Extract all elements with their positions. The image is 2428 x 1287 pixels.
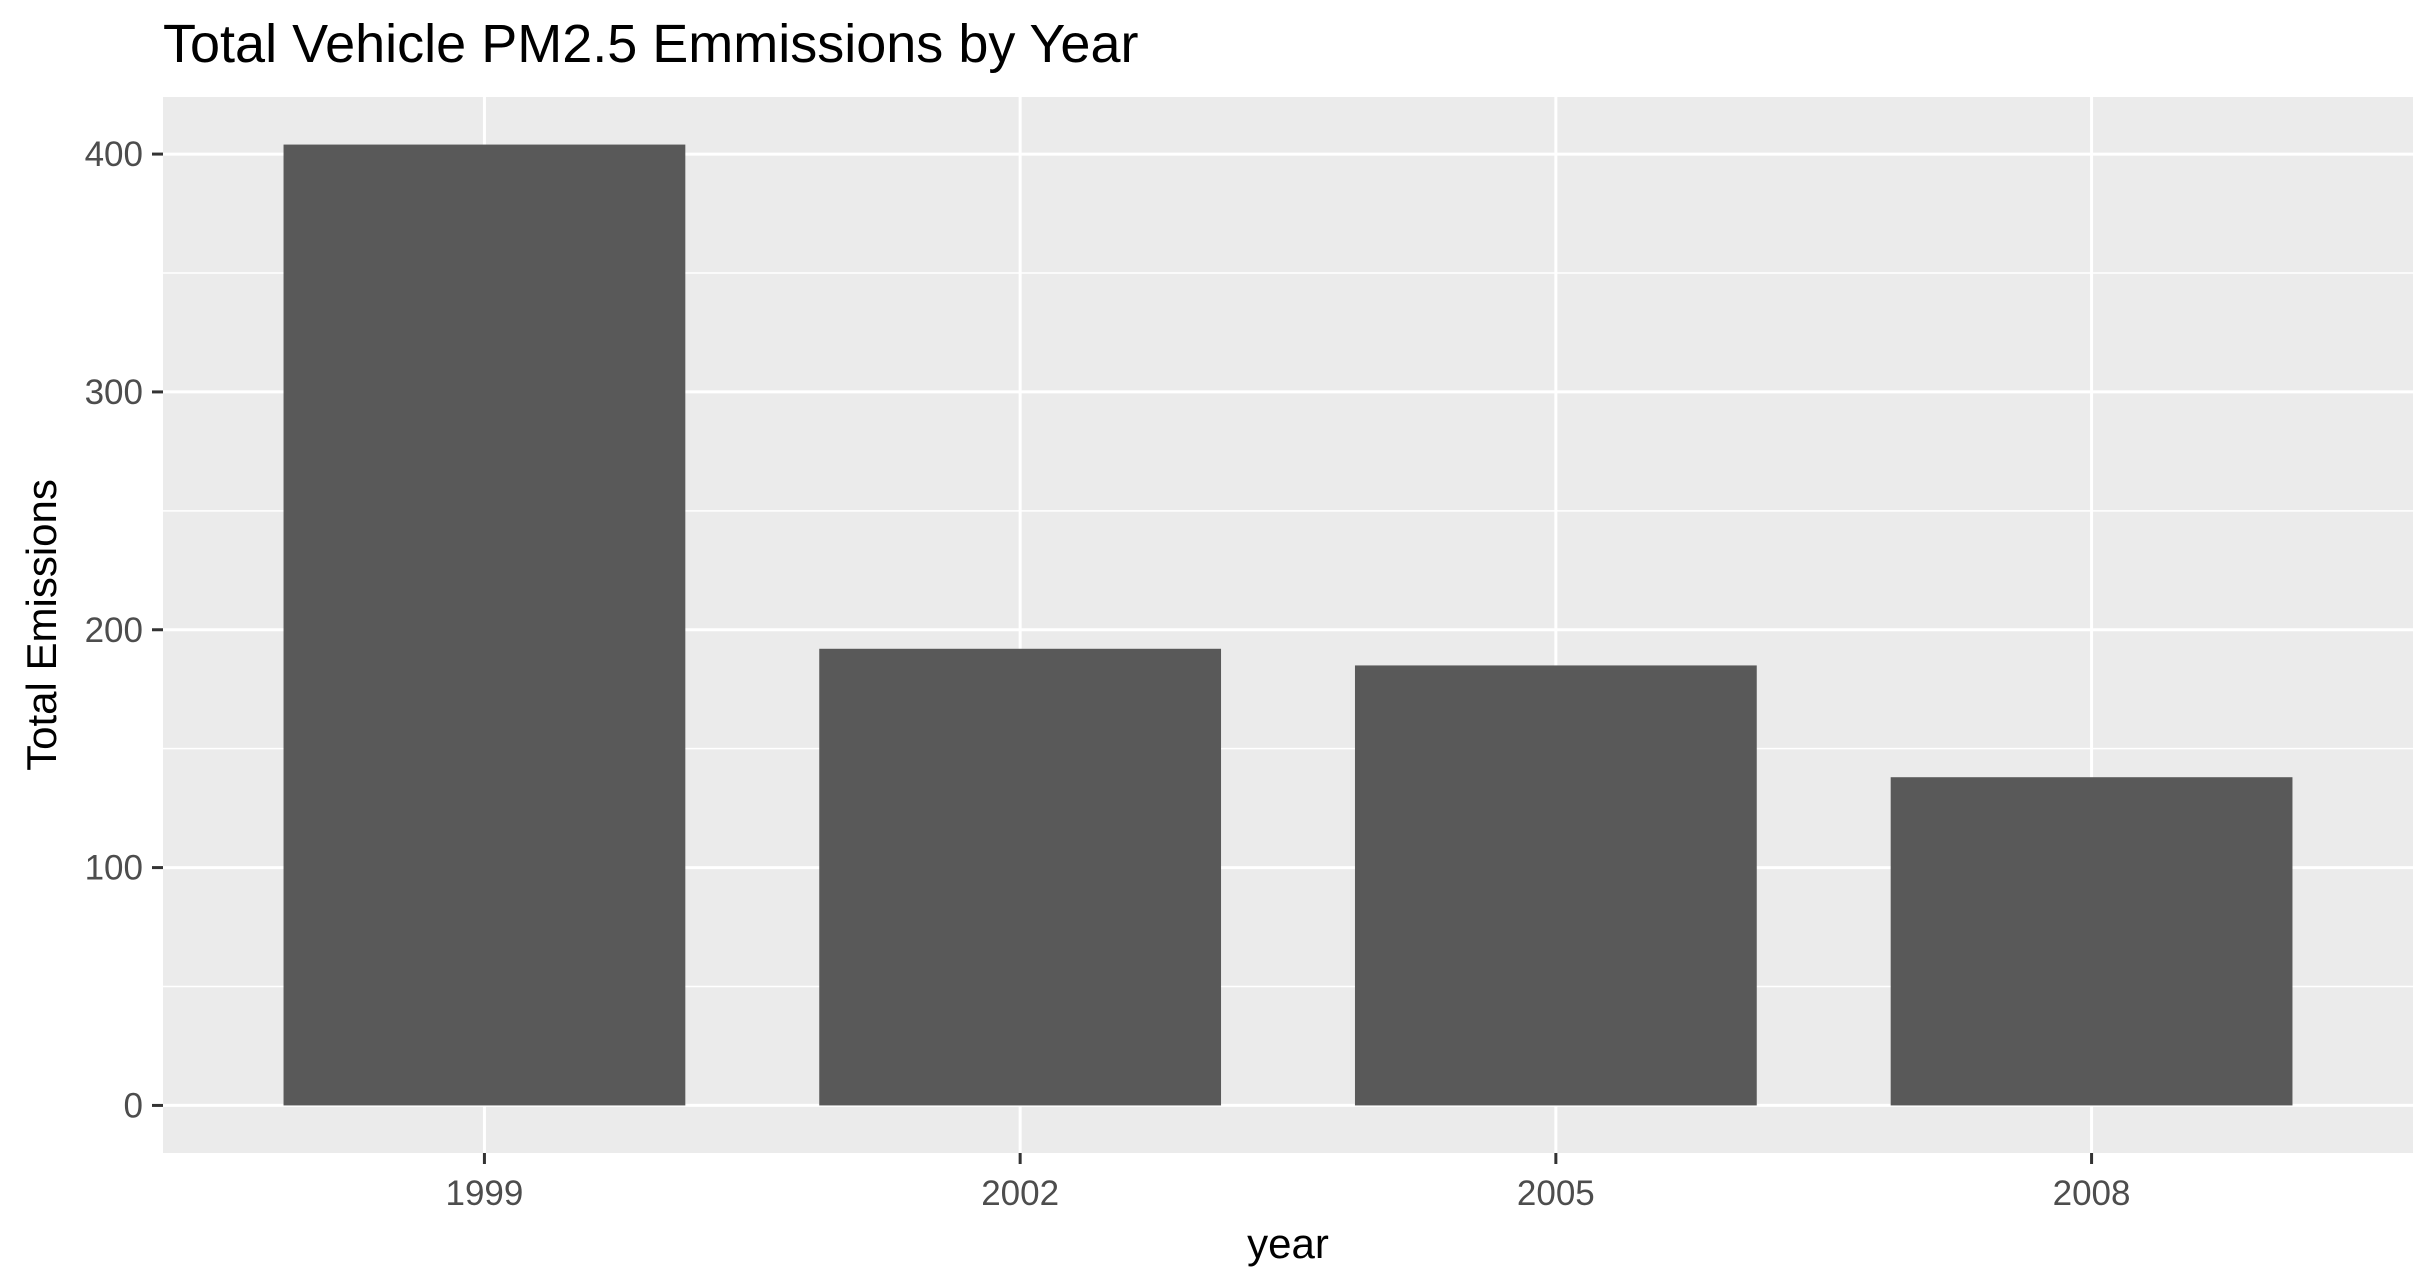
x-axis-title: year <box>1247 1220 1329 1267</box>
x-tick-label: 2005 <box>1517 1174 1595 1213</box>
x-tick-label: 2008 <box>2053 1174 2131 1213</box>
bar-2002 <box>819 648 1222 1106</box>
x-tick-label: 1999 <box>445 1174 523 1213</box>
chart-title: Total Vehicle PM2.5 Emmissions by Year <box>163 14 1138 74</box>
y-tick-label: 100 <box>85 849 143 888</box>
bar-1999 <box>283 144 686 1106</box>
y-tick-label: 300 <box>85 373 143 412</box>
y-tick-label: 400 <box>85 135 143 174</box>
y-axis-title: Total Emissions <box>18 479 65 771</box>
y-tick-label: 0 <box>124 1086 143 1125</box>
x-axis: 1999 2002 2005 2008 <box>445 1153 2131 1213</box>
y-tick-label: 200 <box>85 611 143 650</box>
bars <box>283 144 2293 1106</box>
x-tick-label: 2002 <box>981 1174 1059 1213</box>
y-axis: 0 100 200 300 400 <box>85 135 163 1125</box>
bar-2008 <box>1890 777 2293 1106</box>
bar-2005 <box>1354 665 1757 1106</box>
